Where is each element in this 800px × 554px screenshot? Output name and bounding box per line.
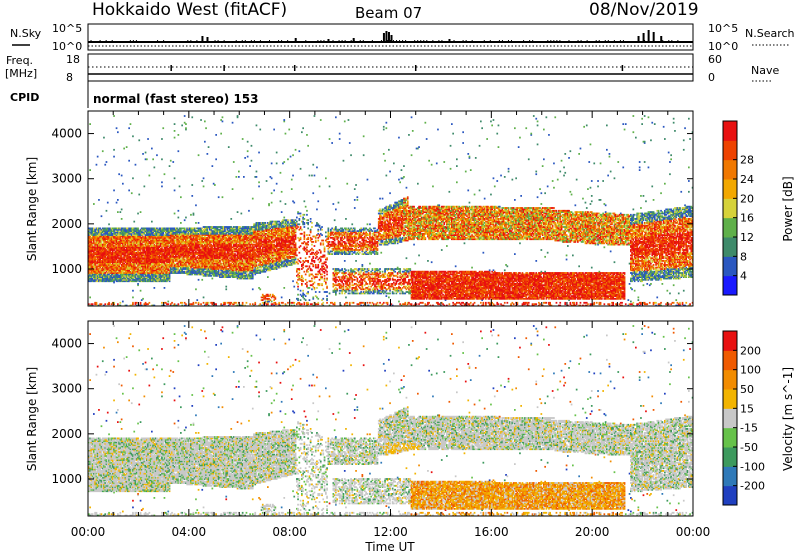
freq-label: Freq. bbox=[6, 54, 33, 67]
power-cell bbox=[120, 211, 122, 213]
power-cell bbox=[104, 164, 106, 166]
noise-tick-low-left: 10^0 bbox=[52, 40, 82, 53]
power-cell bbox=[103, 137, 105, 139]
noise-spike bbox=[391, 35, 393, 42]
noise-spike bbox=[385, 31, 387, 42]
power-cell bbox=[116, 127, 118, 129]
freq-panel-frame bbox=[88, 54, 693, 81]
power-cell bbox=[106, 161, 108, 163]
cpid-panel: CPID normal (fast stereo) 153 bbox=[10, 81, 259, 108]
noise-spike bbox=[653, 32, 655, 42]
power-cell bbox=[116, 202, 118, 204]
nave-tick-low: 0 bbox=[708, 71, 715, 84]
noise-panel: N.Sky 10^5 10^0 10^5 10^0 N.Search bbox=[10, 22, 795, 53]
power-cell bbox=[108, 302, 110, 304]
power-cell bbox=[96, 164, 98, 166]
power-cell bbox=[106, 210, 108, 212]
power-cell bbox=[101, 303, 103, 305]
nsky-label: N.Sky bbox=[10, 27, 42, 40]
power-cell bbox=[104, 303, 106, 305]
freq-panel: Freq. [MHz] 18 8 60 0 Nave bbox=[5, 53, 779, 84]
power-cell bbox=[120, 302, 122, 304]
figure: Hokkaido West (fitACF) Beam 07 08/Nov/20… bbox=[0, 0, 800, 554]
power-cell bbox=[113, 149, 115, 151]
noise-tick-high-left: 10^5 bbox=[52, 22, 82, 35]
power-cell bbox=[113, 190, 115, 192]
power-cell bbox=[113, 156, 115, 158]
noise-sky-trace bbox=[88, 30, 690, 42]
noise-tick-high-right: 10^5 bbox=[708, 22, 738, 35]
power-cell bbox=[89, 169, 91, 171]
power-cell bbox=[89, 123, 91, 125]
power-cell bbox=[107, 202, 109, 204]
noise-spike bbox=[388, 32, 390, 42]
cpid-value: normal (fast stereo) 153 bbox=[93, 92, 259, 106]
power-cell bbox=[102, 150, 104, 152]
freq-glitch-marks bbox=[171, 65, 622, 71]
power-cell bbox=[121, 209, 123, 211]
power-cell bbox=[117, 131, 119, 133]
freq-tick-high: 18 bbox=[66, 53, 80, 66]
power-cell bbox=[117, 199, 119, 201]
power-cell bbox=[89, 297, 91, 299]
power-cell bbox=[92, 303, 94, 305]
cpid-label: CPID bbox=[10, 91, 39, 104]
power-cell bbox=[118, 173, 120, 175]
nsearch-label: N.Search bbox=[745, 27, 795, 40]
freq-tick-low: 8 bbox=[66, 71, 73, 84]
power-cell bbox=[98, 199, 100, 201]
power-cell bbox=[96, 302, 98, 304]
noise-spike bbox=[383, 33, 385, 42]
noise-tick-low-right: 10^0 bbox=[708, 40, 738, 53]
figure-title: Hokkaido West (fitACF) bbox=[92, 0, 287, 20]
power-cell bbox=[97, 156, 99, 158]
noise-spike bbox=[643, 33, 645, 42]
beam-label: Beam 07 bbox=[355, 4, 422, 22]
power-cell bbox=[117, 211, 119, 213]
power-cell bbox=[121, 218, 123, 220]
noise-spike bbox=[648, 30, 650, 42]
nave-tick-high: 60 bbox=[708, 53, 722, 66]
power-heatmap bbox=[88, 115, 693, 306]
date-label: 08/Nov/2019 bbox=[589, 0, 699, 20]
power-cell bbox=[113, 115, 115, 117]
power-cell bbox=[108, 223, 110, 225]
nave-label: Nave bbox=[751, 64, 779, 77]
power-cell bbox=[101, 215, 103, 217]
freq-unit-label: [MHz] bbox=[5, 67, 37, 80]
power-cell bbox=[93, 203, 95, 205]
